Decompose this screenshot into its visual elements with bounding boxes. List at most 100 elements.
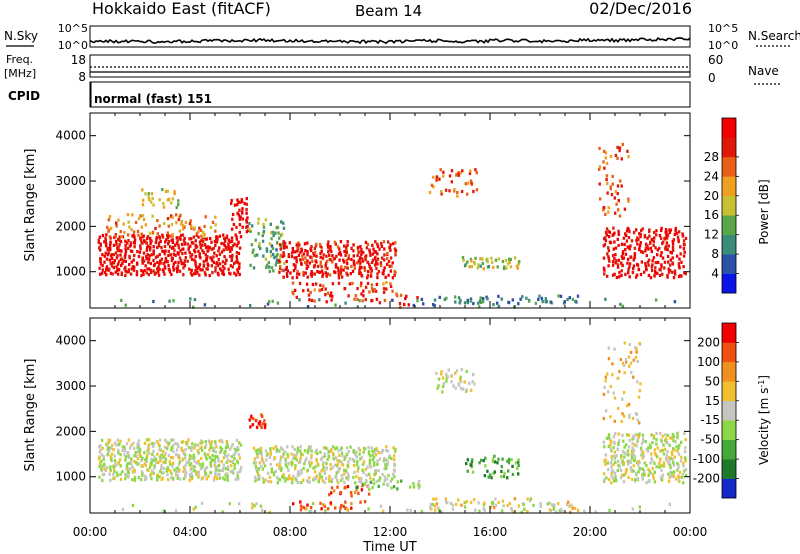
power-cell — [350, 264, 353, 268]
power-cell — [665, 233, 668, 238]
velocity-cell — [317, 480, 321, 484]
power-cell — [368, 290, 371, 294]
velocity-cell — [668, 443, 671, 447]
power-cell — [227, 238, 231, 242]
power-cell — [618, 275, 621, 279]
velocity-cell — [218, 472, 221, 476]
velocity-cell — [493, 506, 496, 510]
velocity-cell — [577, 508, 580, 512]
power-cell — [635, 238, 638, 243]
power-cell — [337, 273, 341, 277]
velocity-cell — [286, 455, 290, 459]
velocity-cell — [441, 390, 444, 394]
power-cell — [650, 249, 653, 254]
power-cell — [617, 243, 620, 248]
velocity-cell — [115, 443, 118, 447]
power-cell — [624, 272, 627, 276]
power-cell — [379, 261, 383, 265]
velocity-cell — [124, 472, 127, 476]
power-cell — [618, 149, 621, 153]
power-cell — [598, 182, 601, 186]
power-cell — [222, 242, 225, 246]
velocity-cell — [608, 508, 611, 512]
power-cell — [629, 244, 632, 248]
velocity-cell — [110, 446, 113, 450]
velocity-cell — [157, 443, 160, 447]
velocity-cell — [193, 459, 196, 463]
velocity-cell — [652, 476, 655, 480]
velocity-cell — [127, 456, 130, 460]
velocity-cell — [292, 502, 295, 506]
power-cell — [313, 299, 316, 303]
velocity-cell — [458, 377, 462, 382]
power-cell — [598, 167, 601, 171]
power-cell — [682, 265, 685, 269]
velocity-cell — [501, 509, 504, 513]
velocity-cell — [320, 469, 323, 473]
power-cell — [214, 243, 217, 247]
power-cell — [169, 253, 172, 257]
velocity-cell — [197, 459, 200, 463]
power-cell — [282, 226, 286, 230]
velocity-cell — [237, 477, 240, 481]
power-cell — [674, 229, 677, 233]
power-cell — [368, 262, 371, 266]
velocity-cell — [170, 448, 173, 452]
velocity-cell — [633, 458, 637, 462]
power-cell — [194, 271, 198, 275]
velocity-cell — [634, 355, 638, 360]
power-cell — [280, 220, 283, 224]
velocity-cell — [102, 455, 105, 459]
power-cell — [213, 251, 216, 255]
velocity-cell — [176, 476, 179, 480]
velocity-cell — [204, 440, 207, 444]
velocity-cell — [647, 473, 650, 477]
velocity-cell — [450, 374, 454, 378]
velocity-cell — [622, 439, 625, 443]
power-cell — [243, 201, 246, 206]
power-colorbar-segment — [722, 273, 736, 294]
power-colorbar-segment — [722, 215, 736, 235]
power-cell — [511, 298, 514, 302]
power-cell — [508, 260, 511, 264]
power-cell — [382, 282, 385, 286]
velocity-cell — [338, 459, 341, 463]
velocity-cell — [602, 479, 606, 483]
power-cell — [671, 256, 674, 260]
power-cell — [140, 241, 143, 245]
velocity-cell — [343, 480, 346, 484]
power-cell — [192, 272, 196, 276]
power-cell — [101, 264, 104, 268]
power-cell — [358, 299, 361, 303]
power-cell — [141, 261, 144, 265]
power-cell — [516, 266, 519, 270]
power-cell — [604, 151, 608, 155]
power-cell — [444, 188, 448, 192]
velocity-cell — [299, 504, 303, 508]
velocity-cell — [264, 423, 267, 427]
power-cell — [667, 267, 670, 271]
power-cell — [156, 245, 159, 249]
power-cell — [127, 239, 130, 243]
power-cell — [315, 254, 318, 258]
velocity-cell — [639, 382, 642, 386]
power-cell — [164, 249, 167, 253]
power-cell — [148, 231, 152, 235]
power-cell — [318, 270, 322, 274]
power-cell — [475, 188, 479, 192]
power-cell — [208, 246, 212, 250]
velocity-cell — [310, 509, 313, 513]
power-cell — [358, 258, 361, 262]
power-cell — [173, 190, 176, 194]
power-cell — [342, 268, 345, 272]
velocity-cell — [371, 486, 374, 490]
velocity-cell — [101, 464, 104, 468]
velocity-cell — [200, 445, 203, 449]
power-cell — [622, 236, 626, 240]
velocity-cell — [630, 449, 634, 453]
power-cell — [194, 263, 197, 267]
velocity-cell — [636, 433, 639, 437]
power-cell — [277, 259, 281, 263]
velocity-cell — [609, 384, 612, 389]
power-cell — [636, 263, 640, 267]
